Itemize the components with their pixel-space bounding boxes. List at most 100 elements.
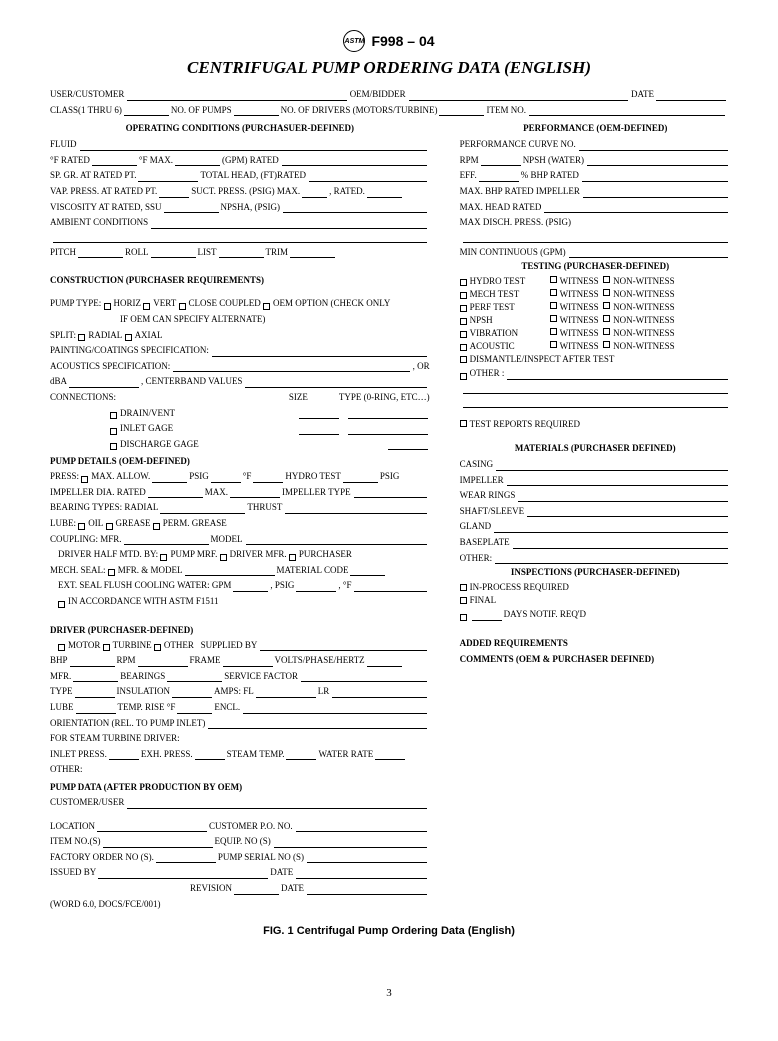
supplied-field[interactable]: [260, 640, 426, 651]
pump-mfr-checkbox[interactable]: [160, 554, 167, 561]
dba-field[interactable]: [69, 377, 139, 388]
imp-max-field[interactable]: [230, 487, 280, 498]
other-test-checkbox[interactable]: [460, 373, 467, 380]
exh-press-field[interactable]: [195, 749, 225, 760]
type-field[interactable]: [75, 687, 115, 698]
ambient-field[interactable]: [151, 218, 427, 229]
spgr-field[interactable]: [138, 171, 198, 182]
ac-w-checkbox[interactable]: [550, 341, 557, 348]
encl-field[interactable]: [243, 703, 427, 714]
ext-psig-field[interactable]: [296, 581, 336, 592]
oil-checkbox[interactable]: [78, 523, 85, 530]
trim-field[interactable]: [290, 247, 335, 258]
pitch-field[interactable]: [78, 247, 123, 258]
drain-checkbox[interactable]: [110, 412, 117, 419]
curve-field[interactable]: [579, 140, 728, 151]
shaft-field[interactable]: [527, 506, 728, 517]
pnpsh-field[interactable]: [587, 155, 728, 166]
fluid-field[interactable]: [80, 140, 427, 151]
vib-test-checkbox[interactable]: [460, 331, 467, 338]
rpm-field[interactable]: [138, 656, 188, 667]
inlet-size[interactable]: [299, 424, 339, 435]
dismantle-checkbox[interactable]: [460, 356, 467, 363]
pd-date2-field[interactable]: [307, 884, 427, 895]
ext-f-field[interactable]: [354, 581, 426, 592]
mfr-field[interactable]: [73, 671, 118, 682]
mfr-model-field[interactable]: [185, 565, 275, 576]
eff-field[interactable]: [479, 171, 519, 182]
m-other-field[interactable]: [495, 553, 728, 564]
final-checkbox[interactable]: [460, 597, 467, 604]
close-checkbox[interactable]: [179, 303, 186, 310]
visc-field[interactable]: [164, 202, 219, 213]
pd-customer-field[interactable]: [127, 798, 426, 809]
wear-field[interactable]: [518, 491, 727, 502]
lr-field[interactable]: [332, 687, 426, 698]
inprocess-checkbox[interactable]: [460, 584, 467, 591]
vert-checkbox[interactable]: [143, 303, 150, 310]
psig-field[interactable]: [152, 472, 187, 483]
max-allow-checkbox[interactable]: [81, 476, 88, 483]
baseplate-field[interactable]: [513, 538, 728, 549]
vib-nw-checkbox[interactable]: [603, 328, 610, 335]
min-cont-field[interactable]: [569, 247, 728, 258]
turbine-checkbox[interactable]: [103, 644, 110, 651]
oem-opt-checkbox[interactable]: [263, 303, 270, 310]
no-drivers-field[interactable]: [439, 105, 484, 116]
model-field[interactable]: [246, 534, 427, 545]
steam-temp-field[interactable]: [286, 749, 316, 760]
orientation-field[interactable]: [208, 718, 426, 729]
npsh-nw-checkbox[interactable]: [603, 315, 610, 322]
class-field[interactable]: [124, 105, 169, 116]
discharge-checkbox[interactable]: [110, 443, 117, 450]
acoustics-field[interactable]: [173, 361, 409, 372]
imp-dia-field[interactable]: [148, 487, 203, 498]
inlet-type[interactable]: [348, 424, 428, 435]
revision-field[interactable]: [234, 884, 279, 895]
perf-nw-checkbox[interactable]: [603, 302, 610, 309]
pd-item-field[interactable]: [103, 837, 213, 848]
water-rate-field[interactable]: [375, 749, 405, 760]
vap-field[interactable]: [159, 187, 189, 198]
service-field[interactable]: [301, 671, 427, 682]
temp-field[interactable]: [177, 703, 212, 714]
dlube-field[interactable]: [76, 703, 116, 714]
item-no-field[interactable]: [529, 105, 725, 116]
head-field[interactable]: [309, 171, 427, 182]
frame-field[interactable]: [223, 656, 273, 667]
mfr-model-checkbox[interactable]: [108, 569, 115, 576]
radial-checkbox[interactable]: [78, 334, 85, 341]
hydro-field[interactable]: [253, 472, 283, 483]
mech-test-checkbox[interactable]: [460, 292, 467, 299]
other-checkbox[interactable]: [154, 644, 161, 651]
days-checkbox[interactable]: [460, 614, 467, 621]
user-customer-field[interactable]: [127, 90, 346, 101]
other-test-field2[interactable]: [463, 383, 728, 394]
f-max-field[interactable]: [175, 155, 220, 166]
m-impeller-field[interactable]: [507, 475, 728, 486]
perm-checkbox[interactable]: [153, 523, 160, 530]
gland-field[interactable]: [494, 522, 728, 533]
npsh-test-checkbox[interactable]: [460, 318, 467, 325]
bhp-rated-field[interactable]: [582, 171, 728, 182]
no-pumps-field[interactable]: [234, 105, 279, 116]
factory-field[interactable]: [156, 852, 216, 863]
inlet-checkbox[interactable]: [110, 428, 117, 435]
inlet-press-field[interactable]: [109, 749, 139, 760]
npsh-w-checkbox[interactable]: [550, 315, 557, 322]
hydro-w-checkbox[interactable]: [550, 276, 557, 283]
max-bhp-field[interactable]: [583, 187, 728, 198]
ext-gpm-field[interactable]: [233, 581, 268, 592]
insulation-field[interactable]: [172, 687, 212, 698]
perf-w-checkbox[interactable]: [550, 302, 557, 309]
max-head-field[interactable]: [544, 202, 727, 213]
perf-test-checkbox[interactable]: [460, 305, 467, 312]
hydro-nw-checkbox[interactable]: [603, 276, 610, 283]
npsha-field[interactable]: [283, 202, 427, 213]
accordance-checkbox[interactable]: [58, 601, 65, 608]
suct-field[interactable]: [302, 187, 327, 198]
discharge-size[interactable]: [388, 439, 428, 450]
amps-field[interactable]: [256, 687, 316, 698]
casing-field[interactable]: [496, 460, 728, 471]
purchaser-checkbox[interactable]: [289, 554, 296, 561]
